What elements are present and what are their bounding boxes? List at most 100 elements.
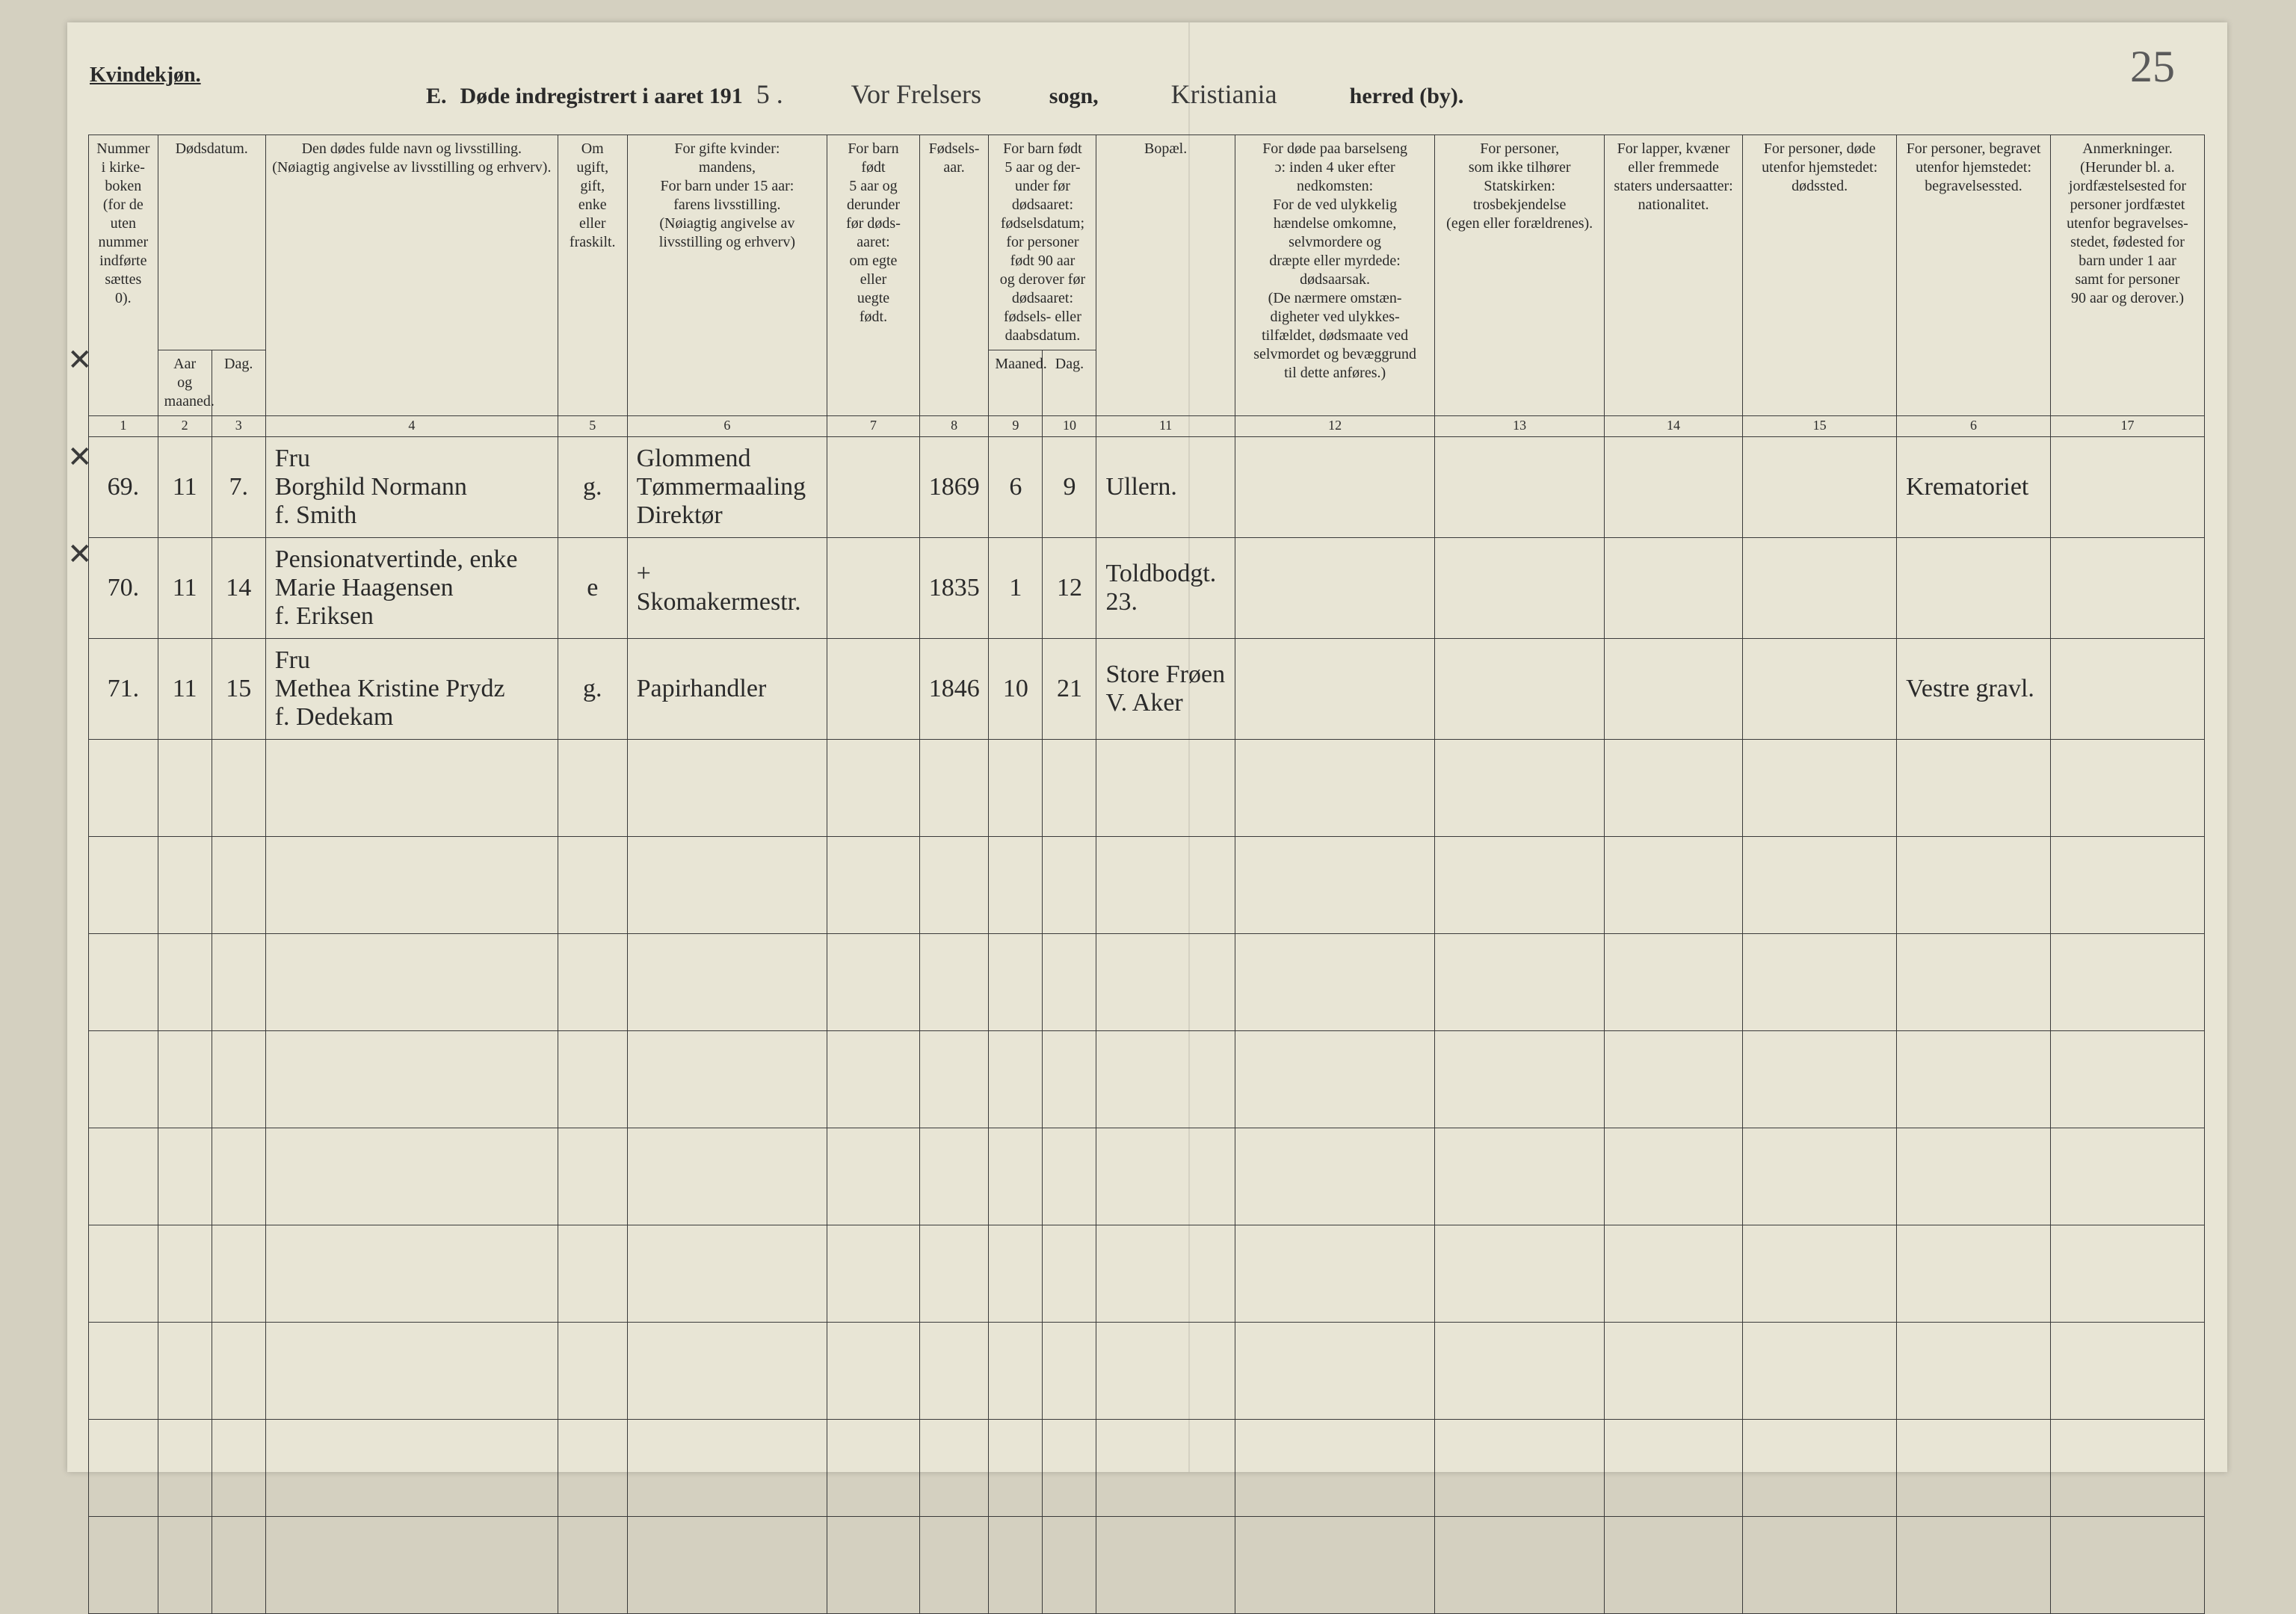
empty-cell	[989, 1517, 1043, 1614]
table-row-empty	[89, 934, 2205, 1031]
empty-cell	[158, 1323, 212, 1420]
empty-cell	[1604, 837, 1742, 934]
col-header-9: Maaned.	[989, 350, 1043, 416]
x-mark-icon: ✕	[67, 537, 93, 572]
empty-cell	[1096, 1031, 1235, 1128]
section-letter: E.	[426, 84, 447, 109]
cell-c11: Store Frøen V. Aker	[1096, 639, 1235, 740]
col-num: 1	[89, 416, 158, 437]
empty-cell	[1604, 1128, 1742, 1225]
empty-cell	[827, 1323, 920, 1420]
empty-cell	[158, 1517, 212, 1614]
table-row-empty	[89, 1323, 2205, 1420]
empty-cell	[1096, 837, 1235, 934]
empty-cell	[1235, 1420, 1435, 1517]
col-header-10: Dag.	[1043, 350, 1096, 416]
title-text: Døde indregistrert i aaret 191	[460, 84, 743, 109]
col-header-fodselsdatum: For barn født 5 aar og der- under før dø…	[989, 135, 1096, 350]
empty-cell	[212, 1031, 265, 1128]
col-num: 4	[265, 416, 558, 437]
cell-c13	[1435, 538, 1604, 639]
empty-cell	[1604, 934, 1742, 1031]
empty-cell	[2050, 1420, 2204, 1517]
empty-cell	[212, 837, 265, 934]
cell-c4: Fru Borghild Normann f. Smith	[265, 437, 558, 538]
cell-c14	[1604, 437, 1742, 538]
empty-cell	[89, 1031, 158, 1128]
empty-cell	[558, 1128, 627, 1225]
cell-c5: g.	[558, 437, 627, 538]
empty-cell	[212, 1517, 265, 1614]
empty-cell	[1897, 740, 2051, 837]
cell-c7	[827, 639, 920, 740]
col-num: 15	[1743, 416, 1897, 437]
empty-cell	[919, 1128, 989, 1225]
empty-cell	[2050, 1517, 2204, 1614]
empty-cell	[989, 1420, 1043, 1517]
col-num: 10	[1043, 416, 1096, 437]
empty-cell	[989, 740, 1043, 837]
empty-cell	[1604, 1420, 1742, 1517]
cell-c17	[2050, 437, 2204, 538]
empty-cell	[558, 1031, 627, 1128]
empty-cell	[89, 837, 158, 934]
cell-c3: 14	[212, 538, 265, 639]
empty-cell	[627, 1323, 827, 1420]
empty-cell	[627, 934, 827, 1031]
cell-c16: Vestre gravl.	[1897, 639, 2051, 740]
cell-c3: 15	[212, 639, 265, 740]
empty-cell	[158, 837, 212, 934]
empty-cell	[1897, 1128, 2051, 1225]
empty-cell	[1096, 934, 1235, 1031]
table-row-empty	[89, 1517, 2205, 1614]
cell-c15	[1743, 538, 1897, 639]
empty-cell	[627, 1420, 827, 1517]
empty-cell	[627, 1517, 827, 1614]
col-header-5: Om ugift, gift, enke eller fraskilt.	[558, 135, 627, 416]
empty-cell	[212, 1128, 265, 1225]
empty-cell	[919, 1517, 989, 1614]
empty-cell	[1043, 740, 1096, 837]
empty-cell	[1604, 1031, 1742, 1128]
empty-cell	[989, 837, 1043, 934]
cell-c6: Glommend Tømmermaaling Direktør	[627, 437, 827, 538]
empty-cell	[1743, 1323, 1897, 1420]
empty-cell	[2050, 1128, 2204, 1225]
cell-c15	[1743, 639, 1897, 740]
empty-cell	[89, 1517, 158, 1614]
col-header-15: For personer, døde utenfor hjemstedet: d…	[1743, 135, 1897, 416]
empty-cell	[1435, 934, 1604, 1031]
empty-cell	[1743, 1031, 1897, 1128]
empty-cell	[1743, 1128, 1897, 1225]
empty-cell	[265, 1323, 558, 1420]
empty-cell	[1043, 837, 1096, 934]
empty-cell	[1043, 1031, 1096, 1128]
empty-cell	[558, 1517, 627, 1614]
table-row-empty	[89, 1225, 2205, 1323]
empty-cell	[1435, 837, 1604, 934]
empty-cell	[1604, 1517, 1742, 1614]
empty-cell	[1096, 1128, 1235, 1225]
empty-cell	[1096, 1323, 1235, 1420]
cell-c5: e	[558, 538, 627, 639]
empty-cell	[919, 1420, 989, 1517]
empty-cell	[1897, 1323, 2051, 1420]
empty-cell	[212, 740, 265, 837]
col-header-16: For personer, begravet utenfor hjemstede…	[1897, 135, 2051, 416]
empty-cell	[2050, 837, 2204, 934]
col-header-17: Anmerkninger. (Herunder bl. a. jordfæste…	[2050, 135, 2204, 416]
empty-cell	[827, 837, 920, 934]
col-header-13: For personer, som ikke tilhører Statskir…	[1435, 135, 1604, 416]
col-num: 2	[158, 416, 212, 437]
cell-c5: g.	[558, 639, 627, 740]
empty-cell	[1897, 837, 2051, 934]
table-row: 70.1114Pensionatvertinde, enke Marie Haa…	[89, 538, 2205, 639]
cell-c16	[1897, 538, 2051, 639]
empty-cell	[89, 1225, 158, 1323]
empty-cell	[1897, 1031, 2051, 1128]
cell-c9: 1	[989, 538, 1043, 639]
cell-c15	[1743, 437, 1897, 538]
empty-cell	[1604, 1225, 1742, 1323]
empty-cell	[989, 934, 1043, 1031]
empty-cell	[1096, 1420, 1235, 1517]
